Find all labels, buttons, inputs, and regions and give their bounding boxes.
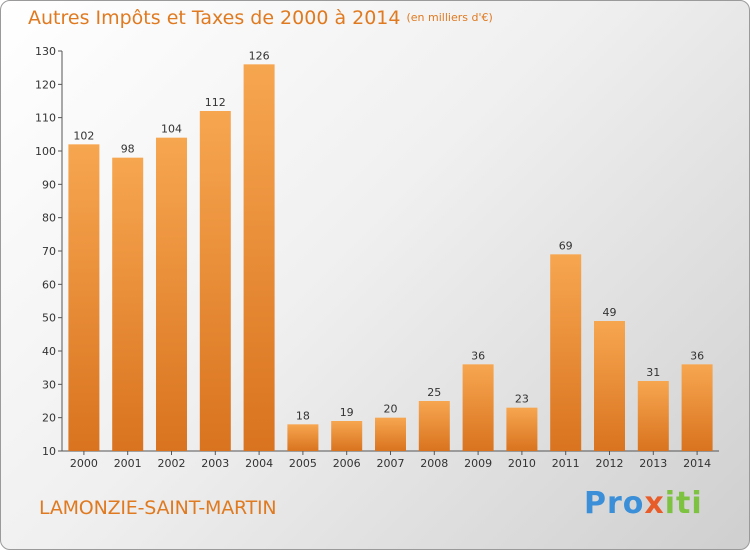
bar-value-label: 36 [690,349,704,362]
commune-name: LAMONZIE-SAINT-MARTIN [39,497,277,519]
x-tick-label: 2014 [683,457,711,470]
bar-value-label: 102 [73,129,94,142]
chart-title: Autres Impôts et Taxes de 2000 à 2014 (en… [28,7,493,29]
bar-value-label: 49 [603,306,617,319]
y-tick-label: 30 [42,378,56,391]
x-tick-label: 2005 [289,457,317,470]
bar [287,424,319,451]
bar [506,407,538,451]
x-tick-label: 2002 [158,457,186,470]
proxiti-logo: Proxiti [584,486,703,521]
bar-value-label: 126 [249,49,270,62]
bar [375,417,406,451]
x-tick-label: 2003 [201,457,229,470]
x-tick-label: 2004 [245,457,273,470]
bars [68,64,713,452]
bar-value-label: 25 [427,386,441,399]
x-tick-label: 2000 [70,457,98,470]
bar [637,381,669,451]
bar-value-label: 31 [646,366,660,379]
x-tick-label: 2008 [420,457,448,470]
y-tick-label: 100 [35,145,56,158]
x-tick-label: 2013 [639,457,667,470]
x-tick-label: 2009 [464,457,492,470]
bar-value-label: 19 [340,406,354,419]
bar [681,364,713,451]
y-tick-label: 110 [35,112,56,125]
bar [112,157,144,451]
chart-unit: (en milliers d'€) [406,11,493,24]
bar [594,321,625,451]
y-tick-label: 80 [42,212,56,225]
bar-value-label: 112 [205,96,226,109]
y-tick-label: 130 [35,45,56,58]
x-tick-label: 2006 [333,457,361,470]
y-tick-label: 60 [42,278,56,291]
x-tick-label: 2010 [508,457,536,470]
bar-value-label: 69 [559,239,573,252]
bar [331,421,363,451]
bar [243,64,275,452]
y-tick-label: 40 [42,345,56,358]
logo-part-3: iti [664,486,703,521]
bar [199,111,231,451]
bar-value-label: 23 [515,393,529,406]
bar-value-label: 18 [296,409,310,422]
chart-title-text: Autres Impôts et Taxes de 2000 à 2014 [28,7,401,29]
y-tick-label: 10 [42,445,56,458]
bar [68,144,100,452]
value-labels: 102 98 104 112 126 18 19 20 25 36 23 69 49 31 36 [73,49,704,422]
x-tick-label: 2001 [114,457,142,470]
y-tick-label: 70 [42,245,56,258]
bar [156,137,187,451]
bar-value-label: 20 [384,403,398,416]
bar-value-label: 36 [471,349,485,362]
x-tick-label: 2007 [377,457,405,470]
bar [550,254,582,451]
bar-value-label: 104 [161,123,182,136]
bar [418,401,450,451]
logo-part-2: x [644,486,665,521]
y-tick-label: 20 [42,412,56,425]
logo-part-1: Pro [584,486,645,521]
y-tick-label: 50 [42,312,56,325]
bar [462,364,494,451]
y-tick-label: 90 [42,178,56,191]
bar-value-label: 98 [121,143,135,156]
x-tick-label: 2012 [596,457,624,470]
y-tick-label: 120 [35,78,56,91]
x-tick-label: 2011 [552,457,580,470]
